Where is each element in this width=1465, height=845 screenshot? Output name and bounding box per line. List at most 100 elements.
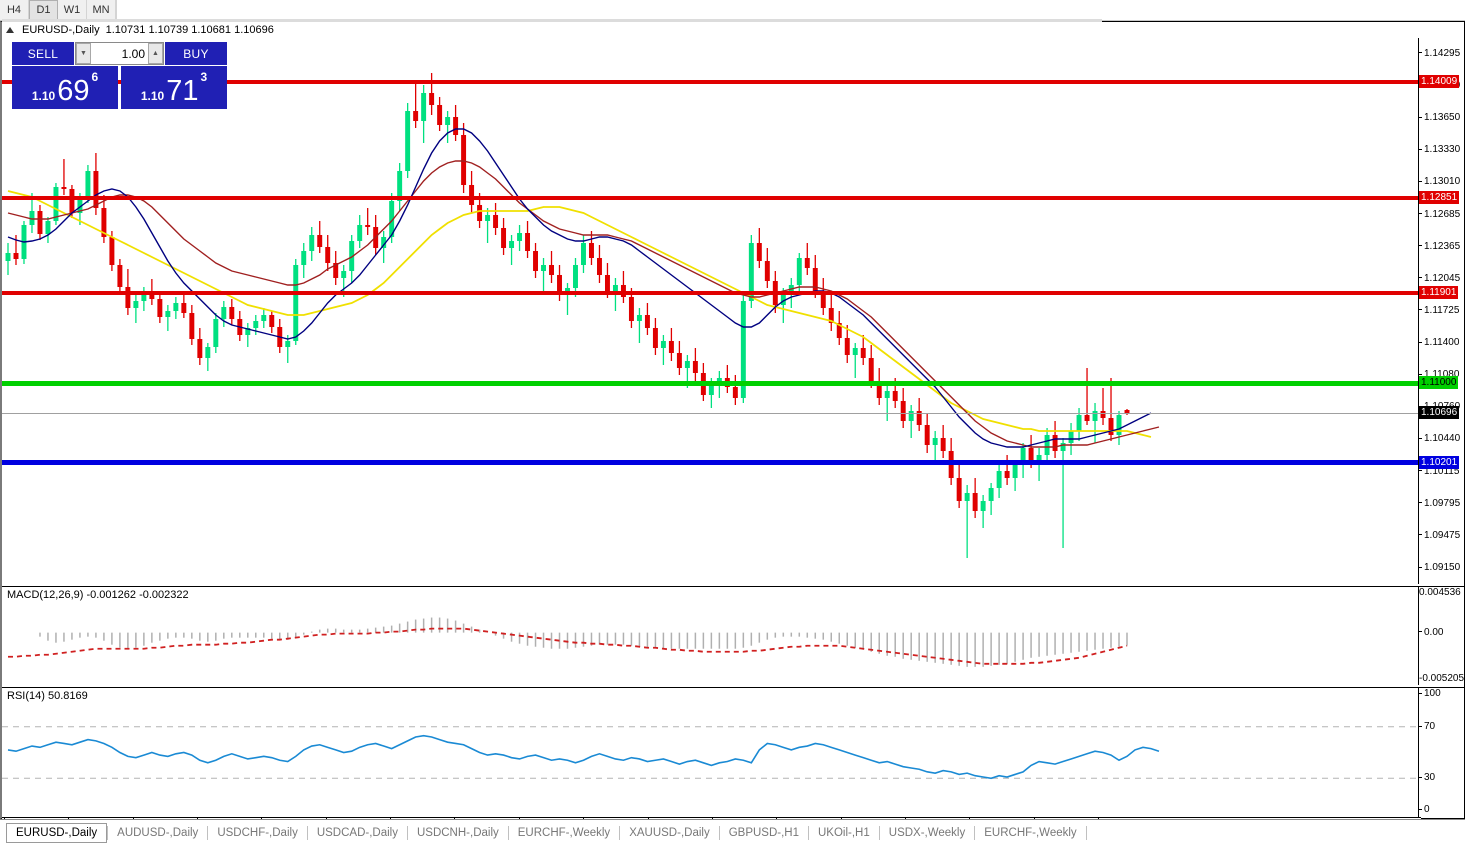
sell-button-label: SELL — [27, 46, 59, 61]
macd-tick: 0.004536 — [1419, 587, 1461, 598]
level-line-1.10696[interactable] — [2, 412, 1421, 414]
sell-button[interactable]: SELL — [12, 42, 74, 65]
volume-increment-button[interactable]: ▲ — [148, 43, 163, 64]
chart-tab-ukoil--h1[interactable]: UKOil-,H1 — [818, 826, 870, 839]
tab-divider — [406, 825, 408, 840]
price-tick: 1.12365 — [1419, 241, 1460, 252]
price-chart-svg — [5, 73, 1160, 558]
chevron-up-icon: ▲ — [152, 50, 159, 57]
chart-tab-eurchf--weekly[interactable]: EURCHF-,Weekly — [984, 826, 1077, 839]
rsi-label: RSI(14) 50.8169 — [7, 690, 88, 702]
timeframe-d1-label: D1 — [36, 4, 51, 16]
chart-window: EURUSD-,Daily 1.10731 1.10739 1.10681 1.… — [0, 19, 1465, 837]
timeframe-h4[interactable]: H4 — [0, 0, 29, 20]
chart-tab-bar: EURUSD-,Daily AUDUSD-,Daily USDCHF-,Daily U… — [0, 819, 1465, 845]
timeframe-d1[interactable]: D1 — [29, 0, 58, 20]
buy-price-fraction: 3 — [200, 70, 208, 84]
timeframe-bar-spacer — [116, 0, 1465, 20]
price-tick: 1.14295 — [1419, 48, 1460, 59]
volume-field[interactable]: ▼ 1.00 ▲ — [75, 42, 164, 65]
chart-tab-usdcad--daily[interactable]: USDCAD-,Daily — [316, 826, 398, 839]
price-tag-1.11000: 1.11000 — [1419, 376, 1459, 389]
chevron-down-icon: ▼ — [80, 50, 87, 57]
price-tag-1.10696: 1.10696 — [1419, 406, 1460, 420]
chart-tab-gbpusd--h1[interactable]: GBPUSD-,H1 — [728, 826, 799, 839]
trade-panel-top-row: SELL ▼ 1.00 ▲ BUY — [12, 42, 227, 65]
macd-tick: -0.005205 — [1419, 673, 1465, 684]
timeframe-h4-label: H4 — [6, 4, 22, 16]
price-tick: 1.13330 — [1419, 144, 1460, 155]
chart-tab-usdcnh--daily[interactable]: USDCNH-,Daily — [416, 826, 499, 839]
chart-tab-audusd--daily[interactable]: AUDUSD-,Daily — [117, 826, 199, 839]
rsi-tick: 70 — [1419, 721, 1435, 732]
level-line-1.11901[interactable] — [2, 290, 1421, 295]
level-line-1.11[interactable] — [2, 380, 1421, 386]
macd-axis: 0.004536 0.00 -0.005205 — [1418, 586, 1464, 685]
price-tick: 1.12045 — [1419, 273, 1460, 284]
chart-tab-usdchf--daily[interactable]: USDCHF-,Daily — [217, 826, 298, 839]
price-tick: 1.12685 — [1419, 209, 1460, 220]
horizontal-scrollbar[interactable] — [2, 19, 1102, 22]
buy-price-prefix: 1.10 — [140, 89, 165, 103]
chart-tab-usdx--weekly[interactable]: USDX-,Weekly — [888, 826, 966, 839]
price-tick: 1.09475 — [1419, 530, 1460, 541]
price-tick: 1.13010 — [1419, 176, 1460, 187]
tab-divider — [974, 825, 976, 840]
sell-price-prefix: 1.10 — [31, 89, 56, 103]
price-tag-1.12851: 1.12851 — [1419, 190, 1460, 204]
macd-label: MACD(12,26,9) -0.001262 -0.002322 — [7, 589, 189, 601]
rsi-tick: 100 — [1419, 688, 1441, 699]
price-axis[interactable]: 1.142951.139701.136501.133301.130101.126… — [1418, 38, 1464, 584]
timeframe-mn[interactable]: MN — [87, 0, 116, 20]
buy-button-label: BUY — [183, 46, 209, 61]
tab-divider — [306, 825, 308, 840]
price-tick: 1.11080 — [1419, 369, 1459, 380]
price-tick: 1.10115 — [1419, 466, 1459, 477]
tab-divider — [507, 825, 509, 840]
rsi-tick: 30 — [1419, 772, 1435, 783]
tab-divider — [619, 825, 621, 840]
macd-pane: MACD(12,26,9) -0.001262 -0.002322 — [2, 586, 1421, 685]
rsi-pane: RSI(14) 50.8169 — [2, 687, 1421, 817]
macd-tick: 0.00 — [1419, 627, 1443, 638]
timeframe-w1[interactable]: W1 — [58, 0, 87, 20]
sell-price-fraction: 6 — [91, 70, 99, 84]
price-tick: 1.09795 — [1419, 498, 1460, 509]
chart-tab-eurchf--weekly[interactable]: EURCHF-,Weekly — [517, 826, 611, 839]
volume-decrement-button[interactable]: ▼ — [76, 43, 91, 64]
chart-tab-eurusd--daily[interactable]: EURUSD-,Daily — [6, 822, 108, 843]
price-tick: 1.11400 — [1419, 337, 1459, 348]
collapse-triangle-icon[interactable] — [6, 27, 14, 33]
rsi-chart-svg — [2, 726, 1421, 780]
one-click-trading-panel: SELL ▼ 1.00 ▲ BUY 1.10 69 6 1.10 71 3 — [12, 42, 227, 109]
sell-price-display[interactable]: 1.10 69 6 — [12, 66, 118, 109]
tab-divider — [808, 825, 809, 840]
price-tag-1.10201: 1.10201 — [1419, 455, 1460, 469]
price-tag-1.11901: 1.11901 — [1419, 285, 1459, 299]
level-line-1.10201[interactable] — [2, 460, 1421, 466]
buy-button[interactable]: BUY — [165, 42, 227, 65]
level-line-1.14009[interactable] — [2, 80, 1421, 85]
chart-header: EURUSD-,Daily 1.10731 1.10739 1.10681 1.… — [2, 22, 1464, 38]
price-tick: 1.11725 — [1419, 305, 1459, 316]
rsi-axis: 100 70 30 0 — [1418, 687, 1464, 817]
timeframe-mn-label: MN — [92, 4, 110, 16]
price-tick: 1.09150 — [1419, 562, 1460, 573]
macd-chart-svg — [8, 617, 1128, 667]
price-tag-1.14009: 1.14009 — [1419, 75, 1460, 89]
chart-tab-xauusd--daily[interactable]: XAUUSD-,Daily — [629, 826, 710, 839]
buy-price-display[interactable]: 1.10 71 3 — [121, 66, 227, 109]
chart-ohlc-values: 1.10731 1.10739 1.10681 1.10696 — [105, 24, 274, 36]
volume-value[interactable]: 1.00 — [121, 46, 145, 61]
sell-price-main: 69 — [57, 75, 90, 108]
buy-price-main: 71 — [166, 75, 199, 108]
timeframe-w1-label: W1 — [63, 4, 81, 16]
tab-divider — [107, 825, 109, 840]
level-line-1.12851[interactable] — [2, 195, 1421, 200]
trade-panel-prices: 1.10 69 6 1.10 71 3 — [12, 66, 227, 109]
tab-divider — [1085, 825, 1087, 840]
chart-title: EURUSD-,Daily — [22, 24, 100, 36]
price-tick: 1.13650 — [1419, 112, 1460, 123]
rsi-tick: 0 — [1419, 804, 1430, 815]
